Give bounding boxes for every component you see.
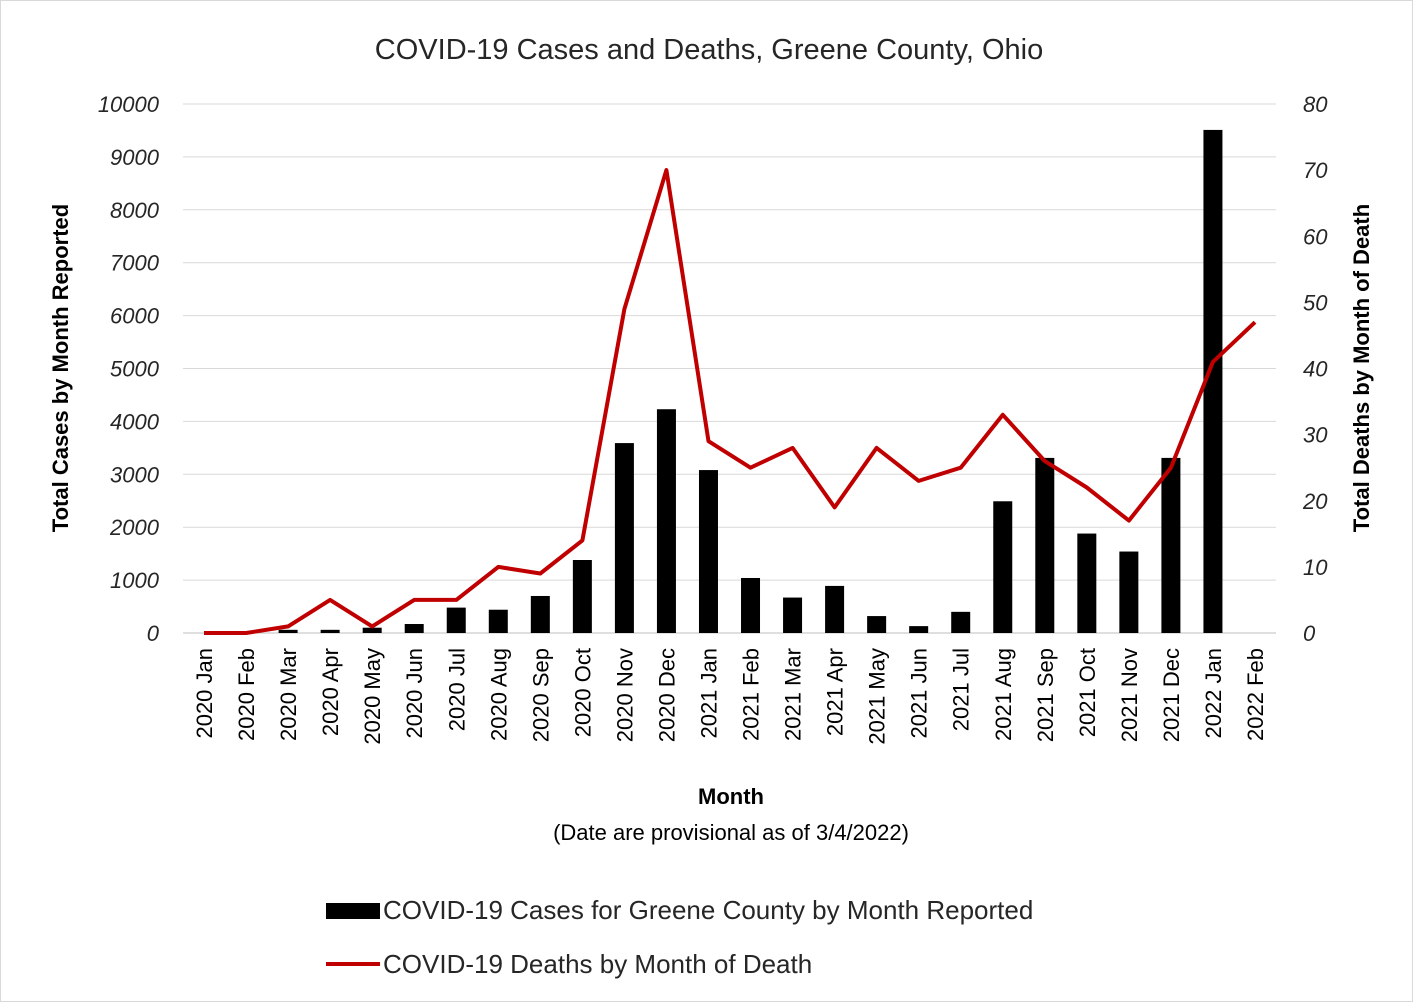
right-tick-label: 40	[1303, 357, 1328, 382]
legend: COVID-19 Cases for Greene County by Mont…	[326, 895, 1033, 979]
category-label: 2020 May	[360, 648, 385, 745]
bar	[1203, 129, 1223, 633]
left-tick-label: 4000	[110, 409, 160, 434]
category-label: 2020 Apr	[318, 648, 343, 736]
provisional-note: (Date are provisional as of 3/4/2022)	[553, 820, 909, 845]
left-tick-label: 8000	[110, 198, 160, 223]
category-label: 2022 Jan	[1201, 648, 1226, 739]
right-tick-label: 50	[1303, 290, 1328, 315]
bar	[741, 577, 761, 633]
category-label: 2021 Jun	[907, 648, 932, 739]
right-tick-label: 10	[1303, 555, 1328, 580]
category-label: 2021 Nov	[1117, 648, 1142, 742]
right-tick-label: 80	[1303, 92, 1328, 117]
category-label: 2021 Apr	[823, 648, 848, 736]
category-label: 2021 Sep	[1033, 648, 1058, 742]
bar	[1077, 533, 1097, 633]
left-tick-label: 9000	[110, 145, 160, 170]
bar	[1161, 457, 1181, 633]
bar-series	[278, 129, 1223, 633]
bar	[278, 629, 298, 633]
legend-label-cases: COVID-19 Cases for Greene County by Mont…	[383, 895, 1033, 925]
gridlines	[183, 103, 1276, 634]
category-labels: 2020 Jan 2020 Feb 2020 Mar 2020 Apr 2020 May…	[192, 648, 1268, 745]
bar	[530, 595, 550, 633]
bar	[698, 470, 718, 633]
category-label: 2021 Dec	[1159, 648, 1184, 742]
bar	[993, 501, 1013, 633]
bar	[488, 609, 508, 633]
right-tick-label: 70	[1303, 158, 1328, 183]
category-label: 2020 Sep	[528, 648, 553, 742]
bar	[656, 409, 676, 633]
right-axis-ticks: 0 10 20 30 40 50 60 70 80	[1302, 92, 1328, 646]
category-label: 2020 Mar	[276, 648, 301, 741]
category-label: 2020 Aug	[486, 648, 511, 741]
left-tick-label: 10000	[98, 92, 160, 117]
bar	[362, 627, 382, 633]
category-label: 2021 Jul	[949, 648, 974, 731]
chart-title: COVID-19 Cases and Deaths, Greene County…	[375, 34, 1043, 66]
left-axis-title: Total Cases by Month Reported	[48, 204, 73, 532]
category-label: 2020 Jul	[444, 648, 469, 731]
right-tick-label: 0	[1303, 621, 1316, 646]
bar	[867, 616, 887, 633]
category-label: 2020 Feb	[234, 648, 259, 741]
left-tick-label: 5000	[110, 357, 160, 382]
category-label: 2022 Feb	[1243, 648, 1268, 741]
bar	[404, 624, 424, 633]
left-tick-label: 7000	[110, 251, 160, 276]
bar	[951, 611, 971, 633]
right-tick-label: 20	[1302, 489, 1328, 514]
bar	[1119, 551, 1139, 633]
left-tick-label: 6000	[110, 304, 160, 329]
line-series	[204, 168, 1257, 635]
bar	[446, 607, 466, 633]
bar	[825, 585, 845, 633]
deaths-line	[204, 168, 1257, 635]
bar	[1035, 457, 1055, 633]
left-tick-label: 2000	[109, 515, 160, 540]
category-label: 2021 Aug	[991, 648, 1016, 741]
category-label: 2021 Feb	[739, 648, 764, 741]
right-tick-label: 30	[1303, 423, 1328, 448]
category-label: 2021 Jan	[697, 648, 722, 739]
legend-label-deaths: COVID-19 Deaths by Month of Death	[383, 949, 812, 979]
category-label: 2020 Jan	[192, 648, 217, 739]
bar	[909, 626, 929, 633]
legend-swatch-cases	[326, 903, 380, 919]
category-label: 2021 May	[865, 648, 890, 745]
bar	[783, 597, 803, 633]
left-tick-label: 1000	[110, 568, 160, 593]
right-axis-title: Total Deaths by Month of Death	[1349, 204, 1374, 532]
category-label: 2020 Jun	[402, 648, 427, 739]
right-tick-label: 60	[1303, 224, 1328, 249]
category-label: 2021 Oct	[1075, 648, 1100, 737]
left-axis-ticks: 0 1000 2000 3000 4000 5000 6000 7000 8000 9000 100…	[98, 92, 160, 646]
bar	[320, 629, 340, 633]
category-label: 2021 Mar	[781, 648, 806, 741]
category-label: 2020 Oct	[570, 648, 595, 737]
left-tick-label: 0	[147, 621, 160, 646]
category-label: 2020 Dec	[654, 648, 679, 742]
bar	[572, 559, 592, 633]
x-axis-title: Month	[698, 784, 764, 809]
category-label: 2020 Nov	[612, 648, 637, 742]
bar	[614, 443, 634, 633]
left-tick-label: 3000	[110, 462, 160, 487]
